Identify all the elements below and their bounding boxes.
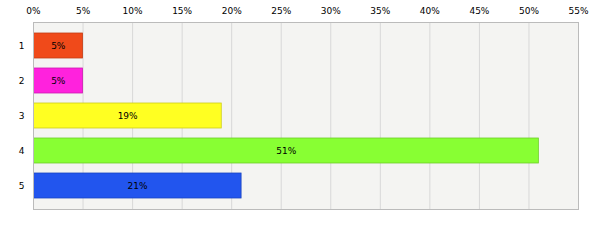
svg-text:10%: 10% [123, 6, 143, 16]
svg-text:30%: 30% [321, 6, 341, 16]
svg-text:5%: 5% [76, 6, 91, 16]
svg-text:19%: 19% [118, 111, 138, 121]
svg-text:20%: 20% [222, 6, 242, 16]
svg-text:3: 3 [19, 111, 25, 121]
svg-text:5%: 5% [51, 76, 66, 86]
svg-text:45%: 45% [469, 6, 489, 16]
svg-text:5: 5 [19, 181, 25, 191]
svg-text:15%: 15% [172, 6, 192, 16]
svg-text:40%: 40% [420, 6, 440, 16]
svg-text:35%: 35% [370, 6, 390, 16]
svg-text:51%: 51% [276, 146, 296, 156]
svg-text:55%: 55% [568, 6, 588, 16]
svg-text:25%: 25% [271, 6, 291, 16]
svg-text:50%: 50% [519, 6, 539, 16]
svg-text:5%: 5% [51, 41, 66, 51]
svg-text:4: 4 [19, 146, 25, 156]
svg-text:21%: 21% [128, 181, 148, 191]
svg-text:1: 1 [19, 41, 25, 51]
svg-text:2: 2 [19, 76, 25, 86]
svg-text:0%: 0% [26, 6, 41, 16]
